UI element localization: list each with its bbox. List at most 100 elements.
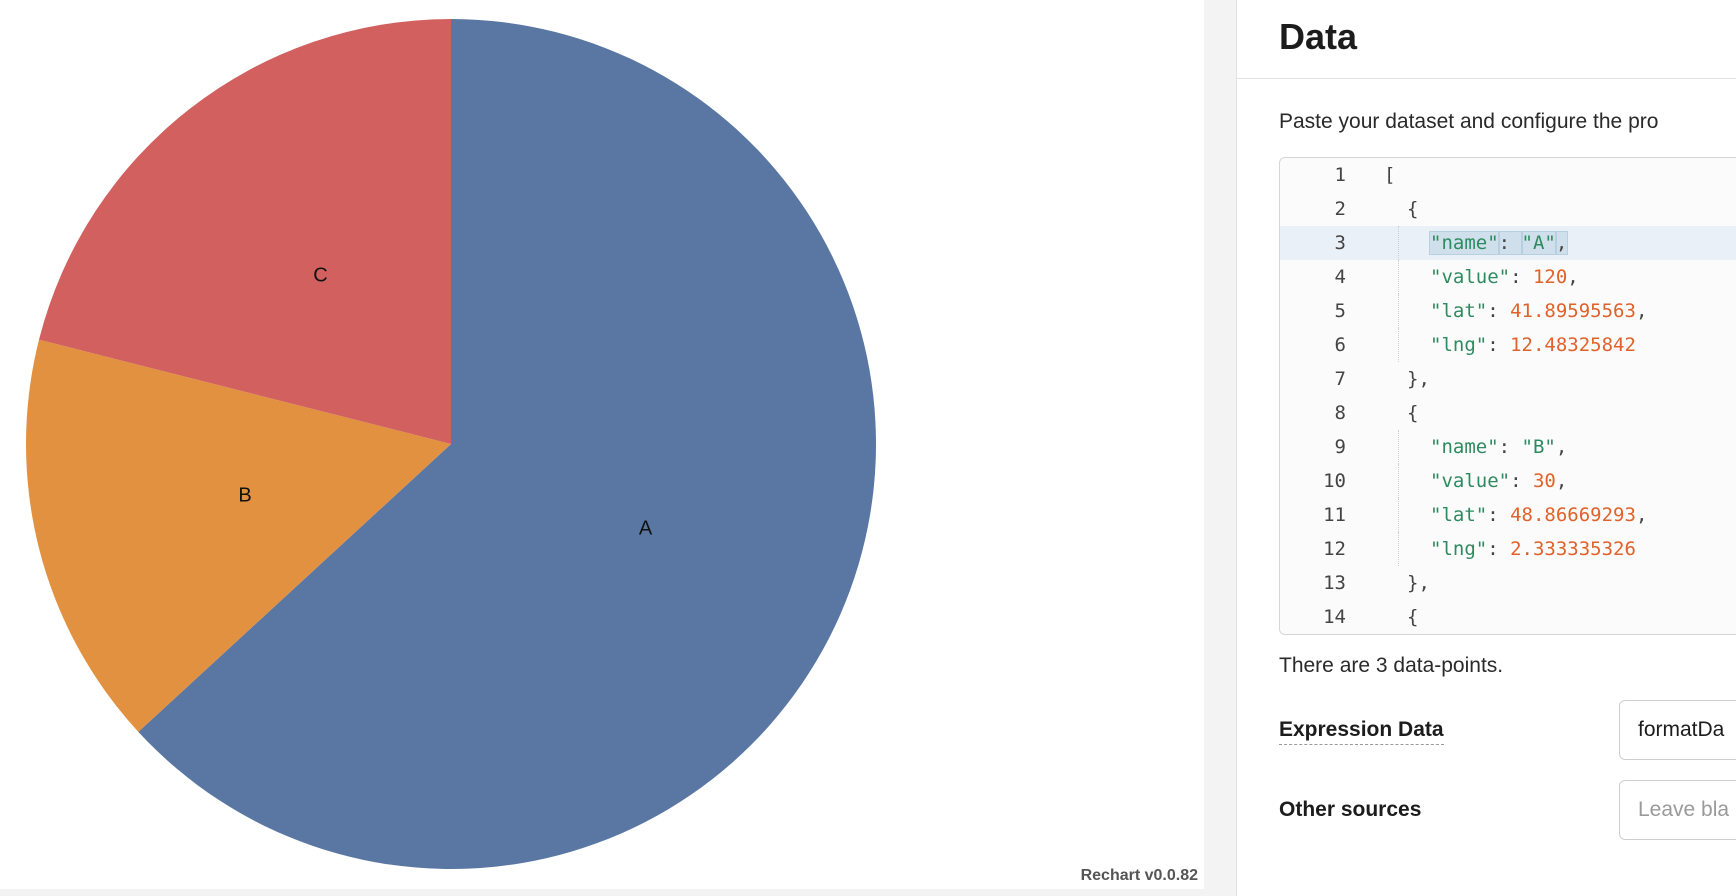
data-panel: Data Paste your dataset and configure th… [1236, 0, 1736, 896]
editor-line[interactable]: 7}, [1280, 362, 1736, 396]
line-code: }, [1407, 362, 1430, 396]
panel-header: Data [1237, 0, 1736, 79]
editor-line[interactable]: 9 "name": "B", [1280, 430, 1736, 464]
pie-slice-c[interactable] [39, 19, 452, 444]
code-token: : [1487, 334, 1511, 356]
editor-line[interactable]: 14 { [1280, 600, 1736, 634]
code-token: }, [1407, 572, 1430, 594]
line-number: 12 [1323, 538, 1346, 560]
indent-guide [1398, 328, 1399, 362]
code-token: , [1635, 300, 1648, 322]
code-token: 48.86669293 [1510, 504, 1636, 526]
panel-title: Data [1279, 16, 1358, 57]
line-code: "name": "A", [1429, 226, 1569, 260]
code-token: : [1487, 538, 1511, 560]
line-code: "value": 30, [1430, 464, 1567, 498]
line-number: 9 [1334, 436, 1346, 458]
editor-line[interactable]: 8{ [1280, 396, 1736, 430]
version-label: Rechart v0.0.82 [1080, 867, 1198, 884]
code-token: "lng" [1430, 334, 1488, 356]
code-token: "value" [1430, 470, 1511, 492]
code-token: "A" [1520, 231, 1557, 255]
chart-area: A B C Rechart v0.0.82 [0, 0, 1204, 889]
line-number: 10 [1323, 470, 1346, 492]
code-token: "name" [1429, 231, 1500, 255]
line-code: }, [1407, 566, 1430, 600]
pie-chart: A B C [25, 19, 877, 869]
editor-line[interactable]: 10 "value": 30, [1280, 464, 1736, 498]
editor-line[interactable]: 12 "lng": 2.333335326 [1280, 532, 1736, 566]
code-token: { [1407, 198, 1419, 220]
code-token: "B" [1521, 436, 1556, 458]
code-token: "name" [1430, 436, 1499, 458]
pie-slice-a[interactable] [138, 19, 877, 869]
editor-line[interactable]: 5 "lat": 41.89595563, [1280, 294, 1736, 328]
line-code: { [1407, 192, 1418, 226]
line-number: 8 [1334, 402, 1346, 424]
line-code: "name": "B", [1430, 430, 1567, 464]
line-code: "lat": 41.89595563, [1430, 294, 1647, 328]
code-token: { [1407, 606, 1419, 628]
code-token: , [1555, 436, 1568, 458]
data-point-count: There are 3 data-points. [1279, 654, 1504, 677]
pie-label-c: C [313, 265, 327, 287]
code-token: "lat" [1430, 504, 1488, 526]
pie-label-b: B [238, 484, 251, 506]
line-number: 7 [1334, 368, 1346, 390]
line-code: [ [1384, 158, 1395, 192]
line-number: 3 [1334, 232, 1346, 254]
code-token: [ [1384, 164, 1396, 186]
line-code: "value": 120, [1430, 260, 1579, 294]
line-number: 11 [1323, 504, 1346, 526]
expression-data-label: Expression Data [1279, 718, 1444, 745]
code-token: : [1510, 470, 1533, 492]
code-token: 12.48325842 [1510, 334, 1636, 356]
line-number: 14 [1323, 606, 1346, 628]
line-number: 6 [1334, 334, 1346, 356]
code-token: 30 [1532, 470, 1556, 492]
other-sources-input[interactable] [1619, 780, 1736, 840]
editor-line[interactable]: 6 "lng": 12.48325842 [1280, 328, 1736, 362]
line-code: "lng": 12.48325842 [1430, 328, 1636, 362]
other-sources-label: Other sources [1279, 798, 1422, 821]
code-token: }, [1407, 368, 1430, 390]
editor-line[interactable]: 11 "lat": 48.86669293, [1280, 498, 1736, 532]
line-number: 4 [1334, 266, 1346, 288]
line-number: 2 [1334, 198, 1346, 220]
indent-guide [1398, 226, 1399, 260]
code-token: 2.333335326 [1510, 538, 1636, 560]
code-token: : [1498, 436, 1522, 458]
panel-intro-text: Paste your dataset and configure the pro [1279, 110, 1659, 133]
pie-slice-b[interactable] [25, 339, 451, 732]
code-token: "lat" [1430, 300, 1488, 322]
editor-line[interactable]: 1[ [1280, 158, 1736, 192]
code-token: : [1497, 231, 1523, 255]
json-editor[interactable]: 1[2{3 "name": "A", 4 "value": 120, 5 "lat": 4… [1279, 157, 1736, 635]
indent-guide [1398, 464, 1399, 498]
pie-label-a: A [639, 518, 653, 540]
indent-guide [1398, 294, 1399, 328]
line-code: { [1407, 396, 1418, 430]
line-number: 13 [1323, 572, 1346, 594]
code-token: , [1554, 231, 1569, 255]
indent-guide [1398, 532, 1399, 566]
indent-guide [1398, 260, 1399, 294]
expression-data-input[interactable] [1619, 700, 1736, 760]
code-token: : [1510, 266, 1533, 288]
code-token: : [1487, 300, 1511, 322]
line-code: "lng": 2.333335326 [1430, 532, 1636, 566]
editor-line[interactable]: 13}, [1280, 566, 1736, 600]
line-number: 5 [1334, 300, 1346, 322]
editor-line[interactable]: 3 "name": "A", [1280, 226, 1736, 260]
indent-guide [1398, 498, 1399, 532]
editor-line[interactable]: 2{ [1280, 192, 1736, 226]
editor-line[interactable]: 4 "value": 120, [1280, 260, 1736, 294]
code-token: 41.89595563 [1510, 300, 1636, 322]
code-token: "value" [1430, 266, 1511, 288]
code-token: : [1487, 504, 1511, 526]
indent-guide [1398, 430, 1399, 464]
line-code: { [1407, 600, 1418, 634]
code-token: , [1555, 470, 1568, 492]
line-code: "lat": 48.86669293, [1430, 498, 1647, 532]
code-token: 120 [1532, 266, 1568, 288]
